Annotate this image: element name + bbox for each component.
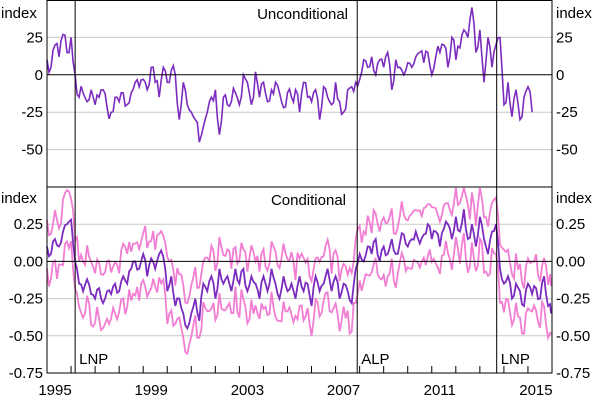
y-tick-label-left: -0.75 — [9, 365, 43, 382]
x-tick-label: 2003 — [231, 382, 264, 399]
y-tick-label-left: -50 — [21, 142, 43, 159]
y-tick-label-right: -0.75 — [556, 365, 590, 382]
series-layer — [46, 7, 552, 356]
y-tick-label-right: -50 — [556, 142, 578, 159]
y-tick-label-left: 0 — [35, 67, 43, 84]
band-upper-line — [46, 187, 552, 305]
y-tick-label-right: 25 — [556, 29, 573, 46]
x-tick-label: 1999 — [135, 382, 168, 399]
election-label: LNP — [79, 351, 108, 368]
bottom-panel-title: Conditional — [271, 192, 346, 209]
y-tick-label-right: 0.25 — [556, 216, 585, 233]
y-tick-label-right: 0 — [556, 67, 564, 84]
y-tick-label-right: -0.25 — [556, 291, 590, 308]
top-right-unit-label: index — [556, 5, 592, 22]
y-tick-label-left: 25 — [26, 29, 43, 46]
labels: Unconditional Conditional index index in… — [1, 5, 592, 209]
election-label: LNP — [501, 351, 530, 368]
unconditional-line — [46, 7, 533, 143]
bottom-left-unit-label: index — [1, 190, 37, 207]
x-tick-label: 2015 — [519, 382, 552, 399]
conditional-line — [46, 209, 552, 331]
y-tick-label-left: 0.00 — [14, 253, 43, 270]
top-left-unit-label: index — [1, 5, 37, 22]
x-tick-label: 2011 — [424, 382, 456, 399]
y-tick-label-right: -0.50 — [556, 328, 590, 345]
x-tick-label: 2007 — [327, 382, 360, 399]
bottom-right-unit-label: index — [556, 190, 592, 207]
plot-frame — [46, 0, 553, 374]
election-label: ALP — [361, 351, 389, 368]
y-tick-label-left: 0.25 — [14, 216, 43, 233]
y-tick-label-right: 0.00 — [556, 253, 585, 270]
y-tick-label-left: -25 — [21, 104, 43, 121]
x-tick-label: 1995 — [38, 382, 71, 399]
band-lower-line — [46, 233, 552, 356]
top-panel-title: Unconditional — [257, 6, 348, 23]
tick-labels: 25 25 0 0 -25 -25 -50 -50 0.25 0.25 0.00 0.00 -0.25 -… — [9, 29, 590, 399]
y-tick-label-right: -25 — [556, 104, 578, 121]
y-tick-label-left: -0.25 — [9, 291, 43, 308]
y-tick-label-left: -0.50 — [9, 328, 43, 345]
